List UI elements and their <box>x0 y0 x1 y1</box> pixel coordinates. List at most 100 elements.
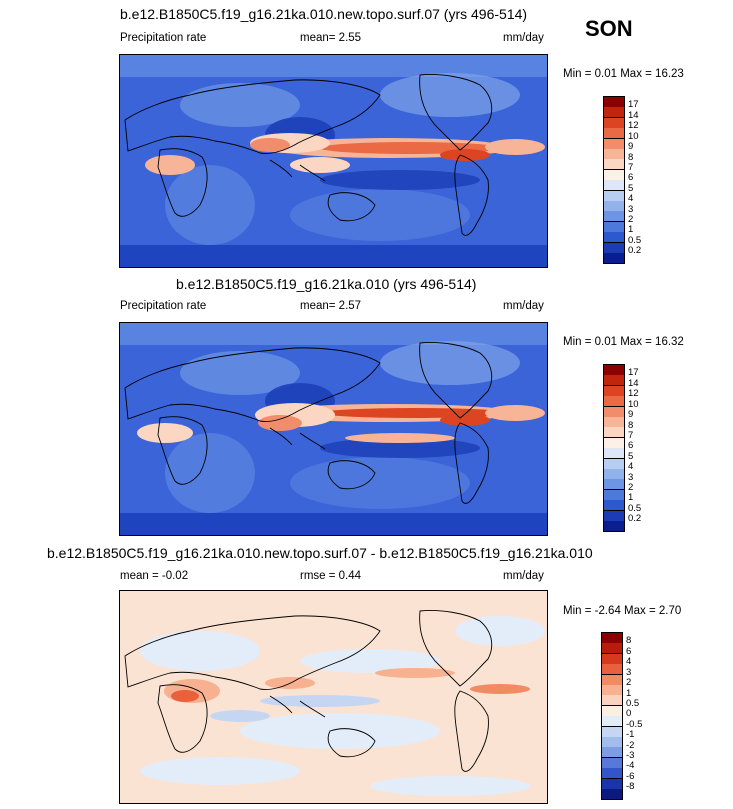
panel-1-colorbar-tick: 4 <box>628 193 634 204</box>
panel-1-colorbar-swatch <box>604 190 624 202</box>
panel-2-colorbar-swatch <box>604 500 624 512</box>
panel-2-colorbar-swatch <box>604 458 624 470</box>
panel-2-colorbar-tick: 14 <box>628 378 639 389</box>
panel-3-colorbar-swatch <box>602 757 622 769</box>
panel-2-colorbar-swatch <box>604 437 624 449</box>
panel-1-colorbar-swatch <box>604 149 624 160</box>
panel-3-map-svg <box>120 591 547 803</box>
panel-3-colorbar-swatch <box>602 716 622 728</box>
panel-1-mean-label: mean= 2.55 <box>300 32 362 44</box>
panel-3-colorbar-tick: 1 <box>626 688 632 699</box>
panel-3-colorbar-tick: -6 <box>626 771 635 782</box>
panel-2-colorbar-swatch <box>604 396 624 408</box>
panel-1-colorbar-swatch <box>604 107 624 119</box>
panel-1-colorbar-tick: 1 <box>628 224 634 235</box>
panel-2-colorbar-swatch <box>604 510 624 522</box>
panel-3-colorbar-tick: -2 <box>626 740 635 751</box>
panel-2-colorbar-swatch <box>604 427 624 439</box>
panel-2-colorbar-tick: 4 <box>628 461 634 472</box>
panel-2-colorbar-tick: 17 <box>628 367 639 378</box>
panel-2-colorbar-swatch <box>604 448 624 460</box>
panel-3-title: b.e12.B1850C5.f19_g16.21ka.010.new.topo.… <box>47 545 593 561</box>
panel-2-colorbar-swatch <box>604 417 624 428</box>
panel-3-minmax: Min = -2.64 Max = 2.70 <box>563 605 682 617</box>
panel-1-colorbar-tick: 7 <box>628 162 634 173</box>
panel-3-colorbar-swatch <box>602 789 622 799</box>
panel-1-colorbar-tick: 12 <box>628 120 639 131</box>
panel-3-colorbar-swatch <box>602 747 622 759</box>
panel-3-rmse-label: rmse = 0.44 <box>300 570 362 582</box>
panel-2-colorbar <box>603 364 625 532</box>
panel-1-minmax: Min = 0.01 Max = 16.23 <box>563 68 684 80</box>
panel-1-colorbar-tick: 3 <box>628 204 634 215</box>
panel-2-colorbar-tick: 6 <box>628 440 634 451</box>
panel-1-colorbar-tick: 6 <box>628 172 634 183</box>
panel-1-colorbar-tick: 14 <box>628 110 639 121</box>
panel-2-colorbar-tick: 0.2 <box>628 513 642 524</box>
panel-1-colorbar-tick: 0.5 <box>628 235 642 246</box>
panel-1-colorbar-swatch <box>604 128 624 140</box>
season-label: SON <box>585 16 633 41</box>
panel-3-colorbar-tick: 0.5 <box>626 698 640 709</box>
panel-3-colorbar <box>601 632 623 800</box>
panel-3-colorbar-tick: 6 <box>626 646 632 657</box>
panel-2-map <box>119 322 548 536</box>
panel-3-colorbar-swatch <box>602 643 622 655</box>
panel-3-colorbar-swatch <box>602 633 622 644</box>
panel-3-colorbar-swatch <box>602 664 622 676</box>
panel-1-colorbar-tick: 8 <box>628 152 634 163</box>
panel-2-colorbar-swatch <box>604 365 624 376</box>
panel-3-colorbar-tick: -4 <box>626 760 635 771</box>
panel-2-colorbar-swatch <box>604 479 624 491</box>
panel-1-units: mm/day <box>503 32 544 44</box>
panel-2-colorbar-tick: 10 <box>628 399 639 410</box>
panel-1-colorbar-swatch <box>604 117 624 129</box>
panel-1-colorbar-swatch <box>604 138 624 150</box>
panel-1-colorbar-swatch <box>604 221 624 233</box>
panel-2-colorbar-swatch <box>604 521 624 531</box>
panel-1-colorbar <box>603 96 625 264</box>
panel-1-map-svg <box>120 55 547 267</box>
panel-3-colorbar-tick: 0 <box>626 708 632 719</box>
panel-2-colorbar-tick: 8 <box>628 420 634 431</box>
panel-3-colorbar-tick: 8 <box>626 635 632 646</box>
panel-3-colorbar-swatch <box>602 685 622 696</box>
panel-3-colorbar-swatch <box>602 653 622 665</box>
panel-2-mean-label: mean= 2.57 <box>300 300 362 312</box>
panel-1-colorbar-swatch <box>604 169 624 181</box>
panel-2-colorbar-tick: 12 <box>628 388 639 399</box>
panel-2-colorbar-tick: 7 <box>628 430 634 441</box>
panel-2-colorbar-tick: 1 <box>628 492 634 503</box>
panel-3-map <box>119 590 548 804</box>
panel-2-colorbar-swatch <box>604 375 624 387</box>
panel-3-colorbar-swatch <box>602 695 622 707</box>
panel-2-colorbar-tick: 5 <box>628 451 634 462</box>
panel-1-colorbar-tick: 0.2 <box>628 245 642 256</box>
panel-3-colorbar-swatch <box>602 705 622 717</box>
panel-1-colorbar-swatch <box>604 232 624 244</box>
panel-1-colorbar-swatch <box>604 253 624 263</box>
panel-2-title: b.e12.B1850C5.f19_g16.21ka.010 (yrs 496-… <box>176 276 477 292</box>
panel-1-colorbar-swatch <box>604 180 624 192</box>
panel-3-colorbar-swatch <box>602 778 622 790</box>
panel-3-colorbar-tick: 4 <box>626 656 632 667</box>
panel-3-mean-label: mean = -0.02 <box>120 570 189 582</box>
panel-1-colorbar-swatch <box>604 242 624 254</box>
panel-2-colorbar-tick: 3 <box>628 472 634 483</box>
panel-2-minmax: Min = 0.01 Max = 16.32 <box>563 336 684 348</box>
panel-3-units: mm/day <box>503 570 544 582</box>
panel-3-colorbar-tick: -3 <box>626 750 635 761</box>
panel-3-colorbar-tick: -1 <box>626 729 635 740</box>
panel-2-colorbar-swatch <box>604 489 624 501</box>
panel-2-colorbar-swatch <box>604 469 624 480</box>
panel-3-colorbar-tick: 2 <box>626 677 632 688</box>
panel-2-colorbar-tick: 0.5 <box>628 503 642 514</box>
panel-1-colorbar-swatch <box>604 201 624 212</box>
panel-1-colorbar-tick: 9 <box>628 141 634 152</box>
panel-2-colorbar-swatch <box>604 406 624 418</box>
panel-3-colorbar-swatch <box>602 737 622 748</box>
panel-2-colorbar-tick: 2 <box>628 482 634 493</box>
panel-1-colorbar-tick: 5 <box>628 183 634 194</box>
panel-1-colorbar-tick: 10 <box>628 131 639 142</box>
panel-1-colorbar-swatch <box>604 97 624 108</box>
